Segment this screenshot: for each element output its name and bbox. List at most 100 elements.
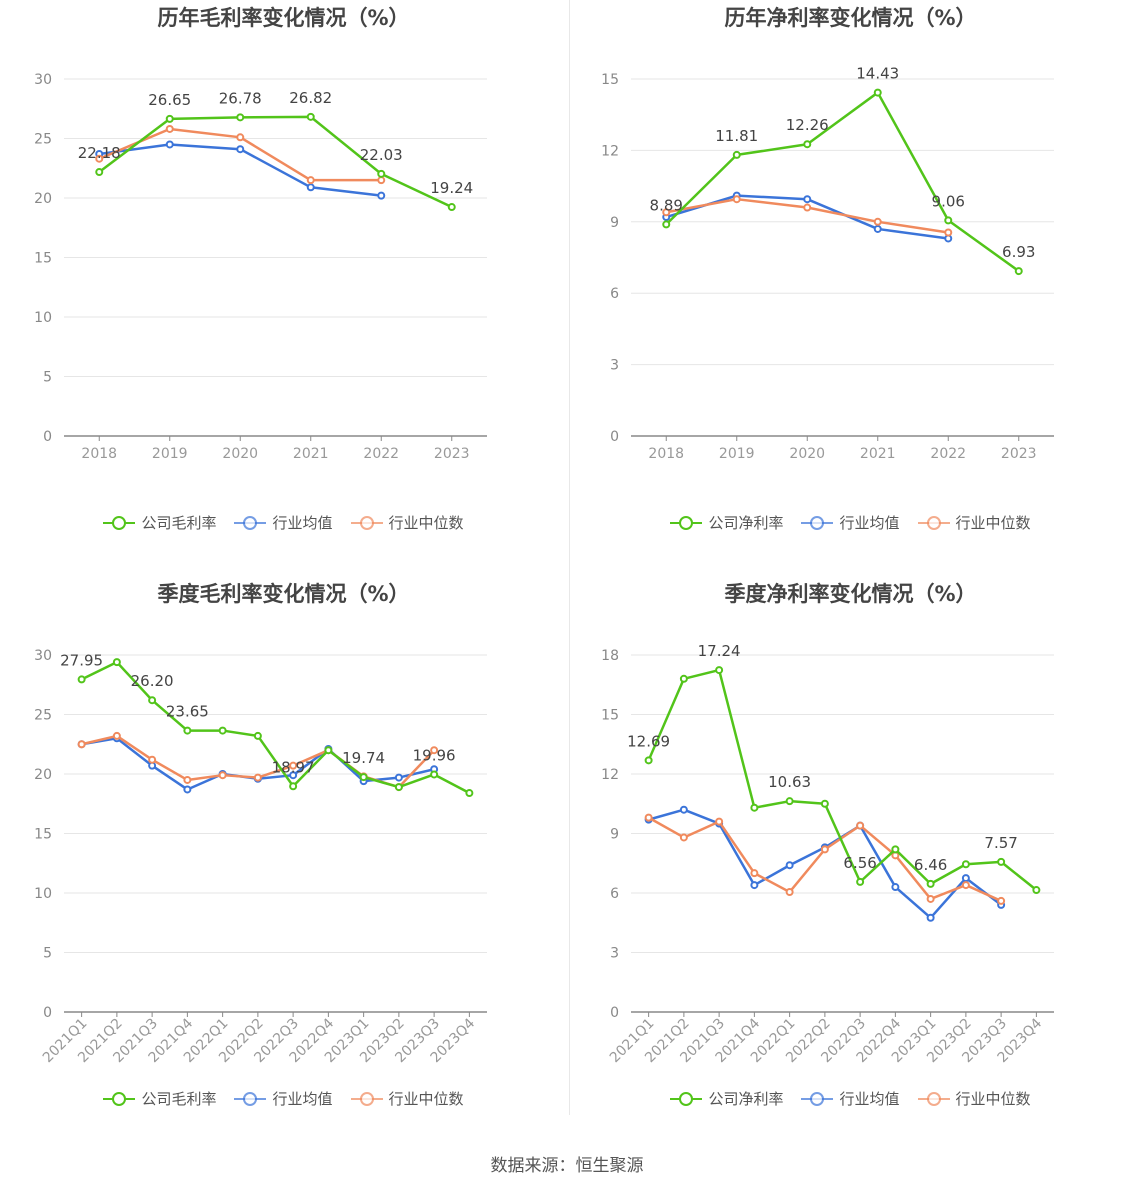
y-tick-label: 0 xyxy=(43,429,52,445)
data-point-median xyxy=(997,896,1006,905)
legend-item-median[interactable]: 行业中位数 xyxy=(350,1088,464,1109)
chart-title: 季度毛利率变化情况（%） xyxy=(157,582,410,606)
chart-svg-quarterly-gross: 0510152025302021Q12021Q22021Q32021Q42022… xyxy=(34,648,487,1066)
legend-label: 公司毛利率 xyxy=(141,514,217,532)
legend-label: 行业中位数 xyxy=(955,1090,1031,1108)
legend-item-avg[interactable]: 行业均值 xyxy=(234,512,333,533)
y-tick-label: 9 xyxy=(610,215,619,231)
data-point-avg xyxy=(785,861,794,870)
data-label: 19.24 xyxy=(430,179,473,197)
data-point-company xyxy=(359,773,368,782)
data-point-median xyxy=(873,217,882,226)
data-label: 27.95 xyxy=(60,651,103,669)
data-point-avg xyxy=(803,195,812,204)
x-tick-label: 2020 xyxy=(222,446,258,462)
data-point-avg xyxy=(926,913,935,922)
legend-label: 行业均值 xyxy=(272,1090,333,1108)
data-point-company xyxy=(306,112,315,121)
chart-legend: 公司毛利率 行业均值 行业中位数 xyxy=(0,1088,567,1109)
data-point-median xyxy=(750,869,759,878)
data-point-company xyxy=(447,203,456,212)
series-line-company xyxy=(647,668,1038,892)
legend-item-company[interactable]: 公司毛利率 xyxy=(103,512,216,533)
chart-legend: 公司毛利率 行业均值 行业中位数 xyxy=(0,512,567,533)
data-point-median xyxy=(715,817,724,826)
data-point-company xyxy=(289,782,298,791)
data-point-company xyxy=(465,789,474,798)
data-point-avg xyxy=(289,771,298,780)
data-point-median xyxy=(803,203,812,212)
data-point-median xyxy=(926,894,935,903)
data-label: 26.65 xyxy=(148,91,191,109)
data-point-median xyxy=(95,154,104,163)
y-tick-label: 12 xyxy=(601,143,619,159)
legend-line-circle-icon xyxy=(350,1091,383,1106)
data-label: 12.26 xyxy=(786,116,829,134)
data-point-avg xyxy=(377,191,386,200)
data-label: 26.78 xyxy=(219,89,262,107)
data-point-median xyxy=(306,176,315,185)
legend-item-avg[interactable]: 行业均值 xyxy=(801,1088,900,1109)
data-point-company xyxy=(961,860,970,869)
data-point-company xyxy=(873,88,882,97)
data-point-company xyxy=(750,803,759,812)
data-point-company xyxy=(430,770,439,779)
legend-item-avg[interactable]: 行业均值 xyxy=(801,512,900,533)
data-point-median xyxy=(183,775,192,784)
data-point-company xyxy=(944,216,953,225)
chart-panel-annual-gross: 历年毛利率变化情况（%） 0 5 10 15 20 25 30 2018 2019 2020 202… xyxy=(0,0,567,570)
chart-title: 历年净利率变化情况（%） xyxy=(724,6,977,30)
data-point-avg xyxy=(679,805,688,814)
y-tick-label: 5 xyxy=(43,946,52,962)
data-label: 14.43 xyxy=(856,65,899,83)
data-point-company xyxy=(165,114,174,123)
data-label: 23.65 xyxy=(166,703,209,721)
chart-svg-annual-net: 0 3 6 9 12 15 2018 2019 2020 2021 2022 2023 8.89 11.8… xyxy=(601,65,1054,462)
y-tick-label: 12 xyxy=(601,767,619,783)
legend-line-circle-icon xyxy=(670,1091,703,1106)
data-point-median xyxy=(662,208,671,217)
legend-label: 公司毛利率 xyxy=(141,1090,217,1108)
data-label: 22.03 xyxy=(360,146,403,164)
legend-item-median[interactable]: 行业中位数 xyxy=(917,512,1031,533)
data-label: 9.06 xyxy=(932,192,965,210)
series-line-company xyxy=(81,660,470,795)
legend-label: 行业均值 xyxy=(839,514,900,532)
data-label: 6.46 xyxy=(914,856,947,874)
y-tick-label: 15 xyxy=(601,72,619,88)
legend-item-company[interactable]: 公司净利率 xyxy=(670,512,783,533)
legend-label: 公司净利率 xyxy=(708,514,784,532)
legend-item-median[interactable]: 行业中位数 xyxy=(350,512,464,533)
series-company xyxy=(95,112,456,212)
data-point-avg xyxy=(961,874,970,883)
chart-title: 历年毛利率变化情况（%） xyxy=(157,6,410,30)
legend-item-avg[interactable]: 行业均值 xyxy=(234,1088,333,1109)
y-tick-label: 3 xyxy=(610,358,619,374)
x-tick-label: 2020 xyxy=(789,446,825,462)
y-tick-label: 10 xyxy=(34,886,52,902)
data-point-median xyxy=(112,731,121,740)
data-point-company xyxy=(785,797,794,806)
legend-item-company[interactable]: 公司净利率 xyxy=(670,1088,783,1109)
data-point-median xyxy=(785,888,794,897)
data-point-company xyxy=(891,845,900,854)
chart-legend: 公司净利率 行业均值 行业中位数 xyxy=(567,1088,1134,1109)
chart-svg-quarterly-net: 03691215182021Q12021Q22021Q32021Q42022Q1… xyxy=(601,642,1054,1066)
legend-item-median[interactable]: 行业中位数 xyxy=(917,1088,1031,1109)
series-median xyxy=(644,813,1006,905)
chart-panel-quarterly-net: 季度净利率变化情况（%） 0 3 6 9 12 15 18 2021Q1 2021Q2 2021Q… xyxy=(567,576,1134,1146)
data-point-median xyxy=(218,771,227,780)
series-line-company xyxy=(665,91,1020,273)
data-point-avg xyxy=(394,773,403,782)
data-point-median xyxy=(165,124,174,133)
y-tick-label: 25 xyxy=(34,708,52,724)
data-label: 12.69 xyxy=(627,732,670,750)
legend-label: 行业中位数 xyxy=(388,1090,464,1108)
x-tick-label: 2021 xyxy=(860,446,896,462)
data-point-avg xyxy=(183,785,192,794)
legend-item-company[interactable]: 公司毛利率 xyxy=(103,1088,216,1109)
data-point-company xyxy=(183,726,192,735)
data-point-median xyxy=(236,133,245,142)
data-point-company xyxy=(236,113,245,122)
data-label: 6.93 xyxy=(1002,243,1035,261)
